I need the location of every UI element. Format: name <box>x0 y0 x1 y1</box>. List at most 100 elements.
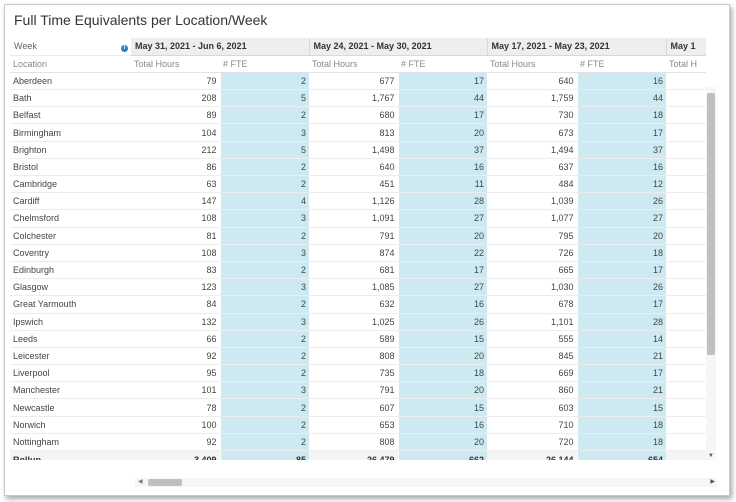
table-row[interactable]: Belfast 89 2 680 17 730 18 <box>10 106 706 125</box>
measure-header[interactable]: # FTE <box>577 55 667 73</box>
measure-header[interactable]: # FTE <box>398 55 488 73</box>
info-icon[interactable]: i <box>121 44 128 52</box>
table-row[interactable]: Leeds 66 2 589 15 555 14 <box>10 330 706 348</box>
table-row[interactable]: Bath 208 5 1,767 44 1,759 44 <box>10 89 706 108</box>
total-hours-cell: 92 <box>131 347 220 366</box>
week-label: Week <box>14 40 37 51</box>
table-row[interactable]: Manchester 101 3 791 20 860 21 <box>10 381 706 400</box>
location-cell[interactable]: Great Yarmouth <box>10 295 131 314</box>
fte-cell: 16 <box>576 72 667 91</box>
location-cell[interactable]: Chelmsford <box>10 209 131 228</box>
total-hours-cell-clipped <box>666 141 706 159</box>
total-hours-cell-clipped <box>666 347 706 366</box>
table-row[interactable]: Ipswich 132 3 1,025 26 1,101 28 <box>10 313 706 331</box>
report-title: Full Time Equivalents per Location/Week <box>14 12 268 28</box>
total-hours-cell-clipped <box>666 89 706 108</box>
location-cell[interactable]: Leeds <box>10 330 131 348</box>
week-header-2[interactable]: May 24, 2021 - May 30, 2021 <box>309 38 488 56</box>
vertical-scrollbar[interactable]: ▼ <box>706 87 716 460</box>
table-row[interactable]: Cambridge 63 2 451 11 484 12 <box>10 175 706 194</box>
measure-header[interactable]: Total Hours <box>487 55 578 73</box>
measure-header[interactable]: # FTE <box>220 55 310 73</box>
location-cell[interactable]: Bristol <box>10 158 131 177</box>
fte-cell: 17 <box>576 261 667 280</box>
horizontal-scroll-thumb[interactable] <box>148 479 182 486</box>
location-cell[interactable]: Ipswich <box>10 313 131 331</box>
location-cell[interactable]: Cardiff <box>10 192 131 211</box>
fte-cell: 5 <box>219 141 310 159</box>
table-row[interactable]: Norwich 100 2 653 16 710 18 <box>10 416 706 434</box>
horizontal-scrollbar[interactable]: ◀ ▶ <box>135 478 717 487</box>
location-cell[interactable]: Glasgow <box>10 278 131 297</box>
table-row[interactable]: Aberdeen 79 2 677 17 640 16 <box>10 72 706 91</box>
table-row[interactable]: Chelmsford 108 3 1,091 27 1,077 27 <box>10 209 706 228</box>
fte-cell: 2 <box>219 295 310 314</box>
location-cell[interactable]: Cambridge <box>10 175 131 194</box>
total-hours-cell: 808 <box>309 433 399 452</box>
total-hours-cell: 603 <box>487 398 578 417</box>
fte-cell: 2 <box>219 261 310 280</box>
week-header-1[interactable]: May 31, 2021 - Jun 6, 2021 <box>131 38 310 56</box>
total-hours-cell: 681 <box>309 261 399 280</box>
rollup-value: 3,409 <box>131 450 220 460</box>
location-cell[interactable]: Newcastle <box>10 398 131 417</box>
total-hours-cell: 640 <box>487 72 578 91</box>
table-row[interactable]: Great Yarmouth 84 2 632 16 678 17 <box>10 295 706 314</box>
total-hours-cell: 66 <box>131 330 220 348</box>
total-hours-cell: 89 <box>131 106 220 125</box>
location-cell[interactable]: Belfast <box>10 106 131 125</box>
measure-header[interactable]: Total Hours <box>309 55 399 73</box>
fte-cell: 18 <box>576 416 667 434</box>
table-row[interactable]: Nottingham 92 2 808 20 720 18 <box>10 433 706 452</box>
measure-header[interactable]: Total Hours <box>131 55 220 73</box>
fte-cell: 2 <box>219 347 310 366</box>
location-cell[interactable]: Manchester <box>10 381 131 400</box>
location-cell[interactable]: Leicester <box>10 347 131 366</box>
table-row[interactable]: Leicester 92 2 808 20 845 21 <box>10 347 706 366</box>
total-hours-cell: 63 <box>131 175 220 194</box>
total-hours-cell: 680 <box>309 106 399 125</box>
scroll-down-arrow-icon[interactable]: ▼ <box>708 453 714 459</box>
location-cell[interactable]: Coventry <box>10 244 131 262</box>
total-hours-cell: 726 <box>487 244 578 262</box>
table-row[interactable]: Birmingham 104 3 813 20 673 17 <box>10 123 706 142</box>
location-cell[interactable]: Edinburgh <box>10 261 131 280</box>
fte-cell: 3 <box>219 381 310 400</box>
total-hours-cell: 101 <box>131 381 220 400</box>
location-cell[interactable]: Aberdeen <box>10 72 131 91</box>
total-hours-cell: 813 <box>309 123 399 142</box>
location-cell[interactable]: Norwich <box>10 416 131 434</box>
measure-header[interactable]: Total H <box>666 55 706 73</box>
total-hours-cell: 208 <box>131 89 220 108</box>
location-cell[interactable]: Birmingham <box>10 123 131 142</box>
rollup-value: 26,144 <box>487 450 578 460</box>
location-cell[interactable]: Bath <box>10 89 131 108</box>
week-header-3[interactable]: May 17, 2021 - May 23, 2021 <box>487 38 667 56</box>
vertical-scroll-thumb[interactable] <box>707 93 715 355</box>
location-cell[interactable]: Colchester <box>10 227 131 245</box>
fte-cell: 18 <box>576 106 667 125</box>
fte-cell: 11 <box>397 175 488 194</box>
location-cell[interactable]: Liverpool <box>10 364 131 383</box>
week-header-4[interactable]: May 1 <box>666 38 706 56</box>
table-row[interactable]: Edinburgh 83 2 681 17 665 17 <box>10 261 706 280</box>
location-cell[interactable]: Brighton <box>10 141 131 159</box>
total-hours-cell: 484 <box>487 175 578 194</box>
table-row[interactable]: Bristol 86 2 640 16 637 16 <box>10 158 706 177</box>
fte-cell: 3 <box>219 278 310 297</box>
table-row[interactable]: Colchester 81 2 791 20 795 20 <box>10 227 706 245</box>
table-row[interactable]: Liverpool 95 2 735 18 669 17 <box>10 364 706 383</box>
table-row[interactable]: Newcastle 78 2 607 15 603 15 <box>10 398 706 417</box>
table-row[interactable]: Brighton 212 5 1,498 37 1,494 37 <box>10 141 706 159</box>
location-cell[interactable]: Nottingham <box>10 433 131 452</box>
total-hours-cell-clipped <box>666 381 706 400</box>
fte-cell: 16 <box>576 158 667 177</box>
table-row[interactable]: Cardiff 147 4 1,126 28 1,039 26 <box>10 192 706 211</box>
location-header[interactable]: Location <box>10 55 131 73</box>
scroll-right-arrow-icon[interactable]: ▶ <box>710 479 715 485</box>
total-hours-cell-clipped <box>666 227 706 245</box>
table-row[interactable]: Coventry 108 3 874 22 726 18 <box>10 244 706 262</box>
fte-cell: 3 <box>219 313 310 331</box>
table-row[interactable]: Glasgow 123 3 1,085 27 1,030 26 <box>10 278 706 297</box>
scroll-left-arrow-icon[interactable]: ◀ <box>138 479 143 485</box>
